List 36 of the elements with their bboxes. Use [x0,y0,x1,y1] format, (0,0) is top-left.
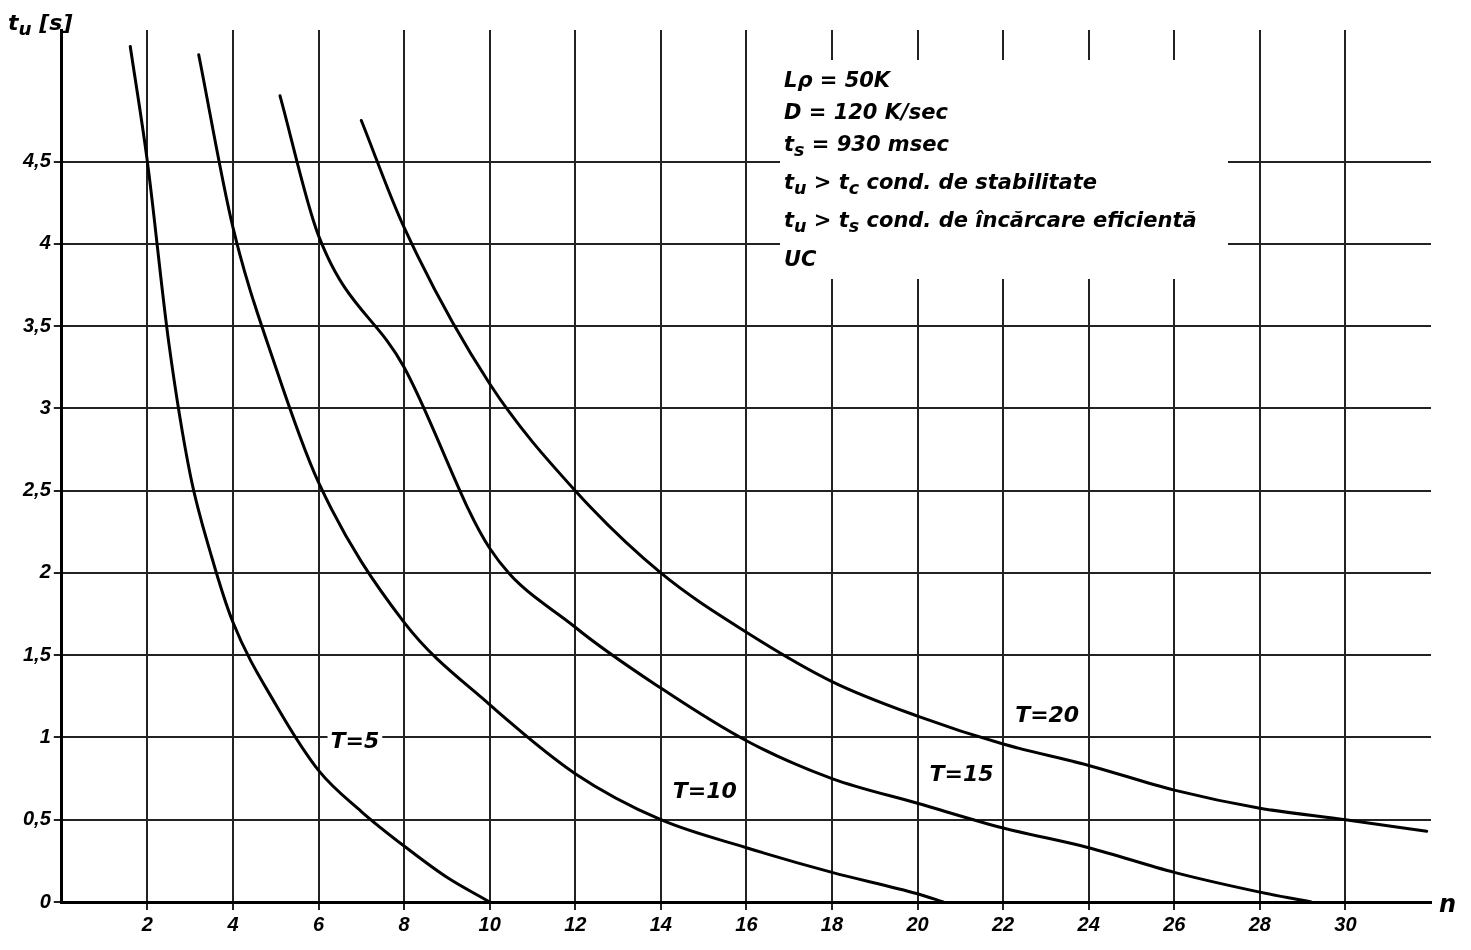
x-axis-title: n [1439,890,1457,918]
x-tick-label: 4 [226,912,239,935]
y-tick-label: 0,5 [22,807,52,830]
y-tick-label: 2 [38,560,51,583]
series-label: T=20 [1015,702,1080,728]
y-tick-label: 3 [39,395,51,418]
text: t$_{u}$ > t$_{s}$ cond. de încărcare eficientă UC [784,208,1197,271]
x-tick-label: 24 [1076,912,1100,935]
y-tick-label: 1 [39,724,51,747]
y-tick-label: 4 [38,231,51,254]
x-tick-label: 8 [398,912,411,935]
x-tick-label: 6 [312,912,325,935]
annotation: Lρ = 50K [784,67,892,94]
x-tick-label: 26 [1162,912,1187,935]
y-tick-label: 0 [39,889,51,912]
x-tick-label: 22 [991,912,1015,935]
x-tick-label: 18 [820,912,844,935]
annotation: t$_{u}$ > t$_{c}$ cond. de stabilitate [784,169,1099,201]
x-tick-label: 2 [140,912,153,935]
series-label: T=5 [330,728,380,754]
x-tick-label: 30 [1334,912,1357,935]
y-tick-label: 3,5 [22,313,52,336]
x-tick-label: 16 [735,912,759,935]
y-tick-label: 2,5 [21,478,52,501]
x-tick-label: 14 [649,912,672,935]
series-label: T=15 [929,761,994,787]
annotation: t$_{s}$ = 930 msec [784,131,950,163]
annotation: D = 120 K/sec [784,99,949,126]
y-axis-title: t$_{u}$ [s] [8,10,73,40]
x-tick-label: 28 [1247,912,1272,935]
x-tick-label: 12 [564,912,587,935]
y-tick-label: 4,5 [21,149,52,172]
series-label: T=10 [672,777,737,803]
x-tick-label: 10 [478,912,501,935]
y-tick-label: 1,5 [22,642,52,665]
x-tick-label: 20 [905,912,929,935]
